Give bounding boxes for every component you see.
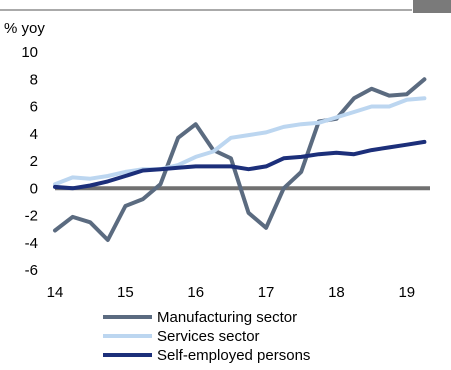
y-tick-label: 2 [30, 153, 38, 170]
corner-tab [413, 0, 451, 13]
series-line-3 [53, 139, 427, 191]
series-lines [53, 77, 427, 242]
x-tick-label: 17 [258, 284, 275, 301]
y-tick-label: -6 [25, 262, 38, 279]
legend: Manufacturing sector Services sector Self-… [103, 309, 310, 364]
x-tick-label: 14 [47, 284, 64, 301]
y-tick-label: 4 [30, 126, 38, 143]
legend-label: Manufacturing sector [157, 309, 297, 326]
y-axis-ticks: 10 8 6 4 2 0 -2 -4 -6 [21, 44, 38, 279]
y-tick-label: 10 [21, 44, 38, 61]
y-tick-label: -2 [25, 208, 38, 225]
unit-label: % yoy [4, 20, 45, 37]
y-tick-label: -4 [25, 235, 38, 252]
y-tick-label: 6 [30, 99, 38, 116]
legend-label: Self-employed persons [157, 347, 310, 364]
x-tick-label: 16 [187, 284, 204, 301]
x-tick-label: 18 [328, 284, 345, 301]
x-tick-label: 19 [398, 284, 415, 301]
series-line-2 [53, 96, 427, 187]
series-line-1 [53, 77, 427, 242]
x-tick-label: 15 [117, 284, 134, 301]
legend-label: Services sector [157, 328, 260, 345]
x-axis-ticks: 14 15 16 17 18 19 [47, 284, 415, 301]
y-tick-label: 8 [30, 71, 38, 88]
y-tick-label: 0 [30, 180, 38, 197]
